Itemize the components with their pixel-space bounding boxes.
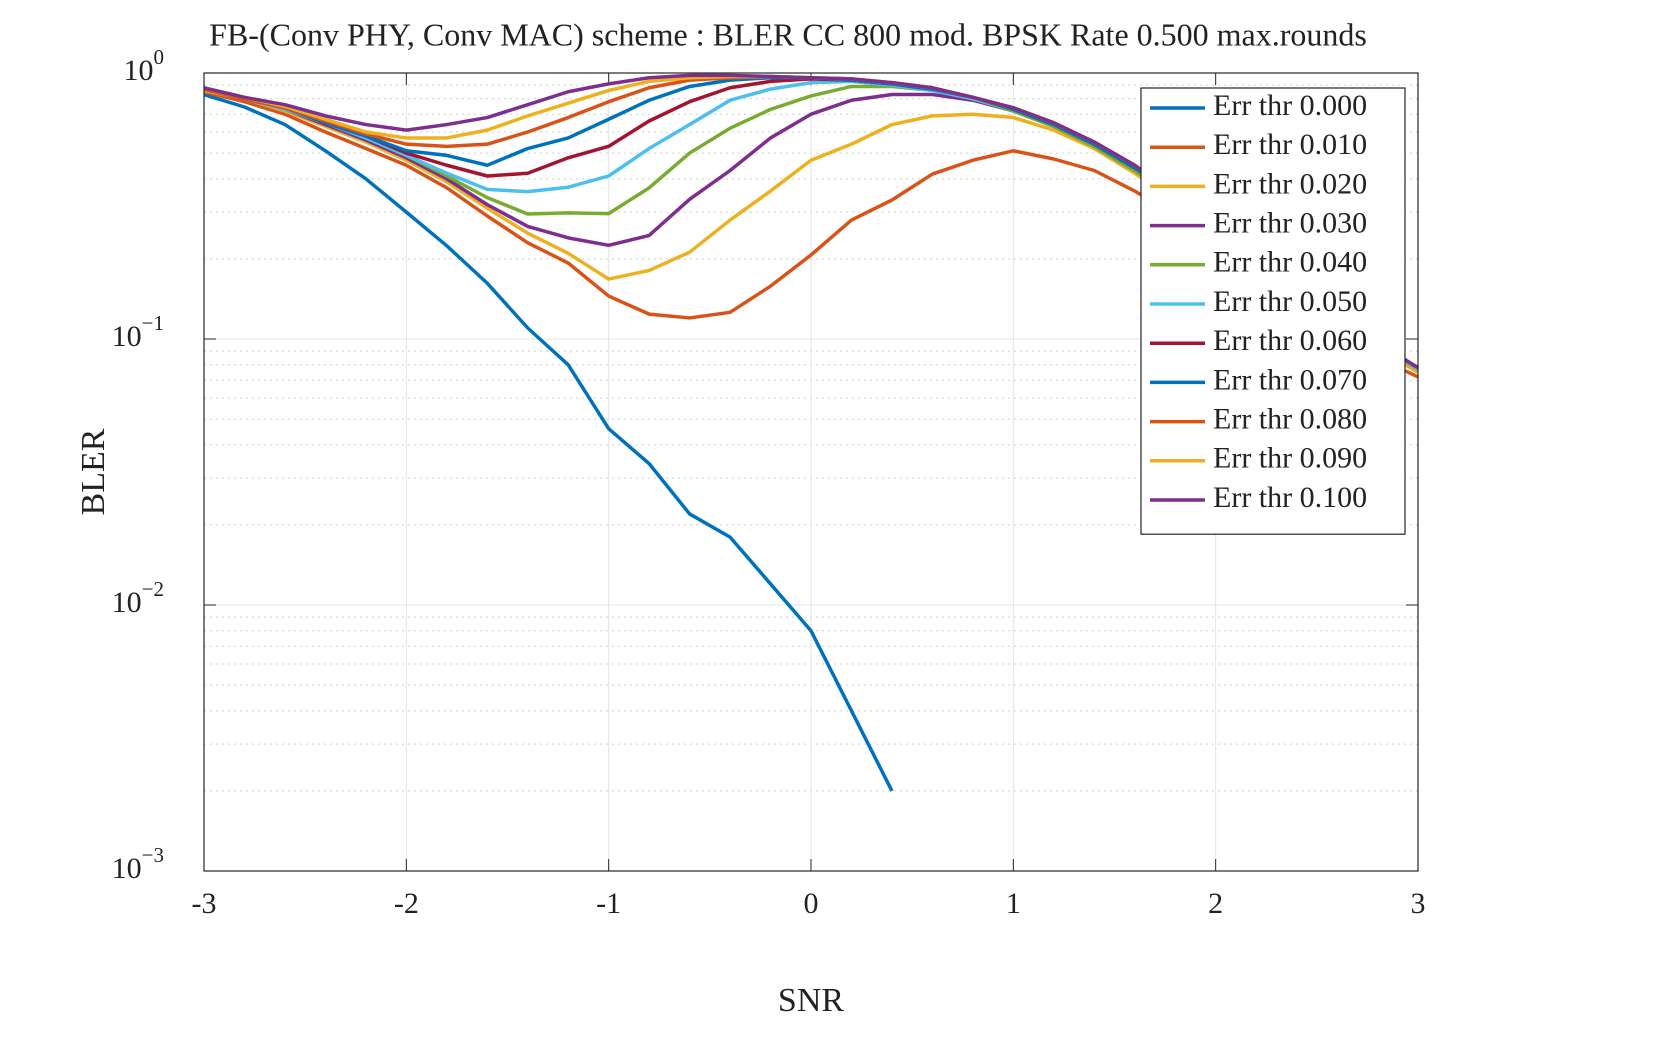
legend-label: Err thr 0.100 — [1213, 481, 1367, 514]
y-tick-label: 10−1 — [112, 311, 164, 353]
y-tick-exponent: −3 — [142, 843, 164, 867]
y-axis-label: BLER — [75, 428, 112, 515]
x-tick-label: 3 — [1411, 887, 1426, 920]
legend-label: Err thr 0.090 — [1213, 442, 1367, 475]
legend-label: Err thr 0.050 — [1213, 285, 1367, 318]
legend-label: Err thr 0.070 — [1213, 363, 1367, 396]
x-tick-label: -3 — [192, 887, 217, 920]
y-tick-exponent: 0 — [154, 45, 165, 69]
y-tick-label: 100 — [124, 45, 165, 87]
x-tick-label: 0 — [804, 887, 819, 920]
legend-label: Err thr 0.030 — [1213, 206, 1367, 239]
y-tick-base: 10 — [112, 586, 142, 619]
x-tick-label: -2 — [394, 887, 419, 920]
y-tick-base: 10 — [112, 852, 142, 885]
x-tick-label: 2 — [1208, 887, 1223, 920]
legend-label: Err thr 0.020 — [1213, 167, 1367, 200]
legend-label: Err thr 0.060 — [1213, 324, 1367, 357]
x-tick-label: -1 — [596, 887, 621, 920]
legend-label: Err thr 0.000 — [1213, 89, 1367, 122]
plot-frame — [203, 72, 1419, 872]
x-axis-label: SNR — [778, 982, 844, 1019]
legend-label: Err thr 0.010 — [1213, 128, 1367, 161]
y-tick-exponent: −2 — [142, 577, 164, 601]
chart-title: FB-(Conv PHY, Conv MAC) scheme : BLER CC… — [209, 16, 1367, 52]
legend-label: Err thr 0.080 — [1213, 402, 1367, 435]
y-tick-label: 10−3 — [112, 843, 164, 885]
y-tick-exponent: −1 — [142, 311, 164, 335]
series-line — [203, 92, 894, 792]
y-tick-base: 10 — [124, 54, 154, 87]
x-tick-label: 1 — [1006, 887, 1021, 920]
y-tick-label: 10−2 — [112, 577, 164, 619]
y-tick-base: 10 — [112, 320, 142, 353]
legend-label: Err thr 0.040 — [1213, 246, 1367, 279]
